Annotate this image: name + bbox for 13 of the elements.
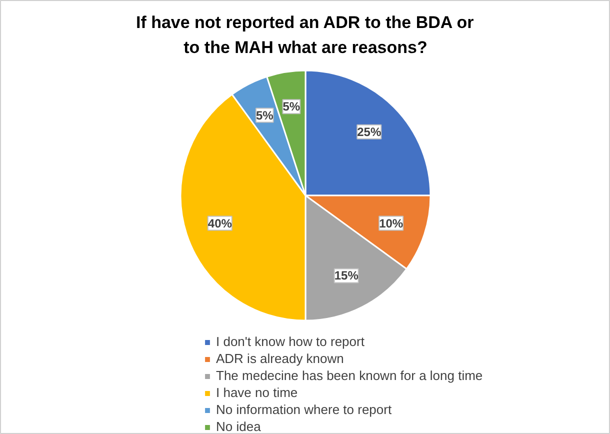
legend-label: I don't know how to report: [216, 334, 364, 349]
data-label: 10%: [379, 216, 404, 230]
legend-label: ADR is already known: [216, 351, 344, 366]
data-label: 5%: [282, 100, 300, 114]
chart-title: If have not reported an ADR to the BDA or to the MAH what are reasons?: [136, 13, 474, 57]
data-label: 5%: [256, 108, 274, 122]
data-label: 25%: [357, 124, 382, 139]
data-label: 40%: [208, 216, 232, 230]
data-label: 15%: [334, 268, 359, 283]
legend-label: No idea: [216, 419, 261, 434]
legend-label: No information where to report: [216, 402, 392, 417]
legend-label: I have no time: [216, 385, 298, 400]
legend-label: The medecine has been known for a long time: [216, 368, 483, 383]
